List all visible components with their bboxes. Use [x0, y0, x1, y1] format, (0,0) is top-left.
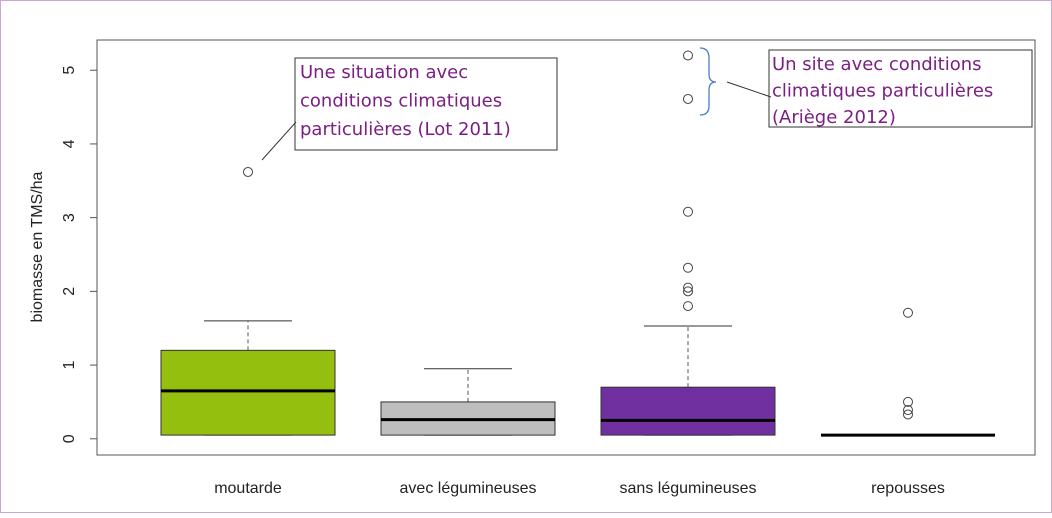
outlier [903, 409, 913, 420]
y-tick-label: 5 [61, 66, 78, 75]
x-tick-label: repousses [871, 480, 945, 497]
outlier [243, 166, 253, 177]
outlier [903, 307, 913, 318]
annotation-brace [699, 47, 717, 116]
annotation-text: conditions climatiques [300, 91, 502, 112]
annotation-text: climatiques particulières [772, 81, 993, 102]
annotation-box [768, 49, 1033, 128]
outlier [683, 93, 693, 104]
y-axis-label: biomasse en TMS/ha [29, 171, 46, 322]
x-tick-label: avec légumineuses [400, 480, 537, 497]
box [600, 386, 776, 436]
y-tick-label: 1 [61, 361, 78, 370]
outlier [903, 396, 913, 407]
outlier [683, 286, 693, 297]
outlier [683, 262, 693, 273]
x-tick-label: sans légumineuses [620, 480, 757, 497]
annotation-connector [261, 121, 297, 161]
outlier [683, 50, 693, 61]
y-tick-label: 3 [61, 213, 78, 222]
y-tick-label: 2 [61, 287, 78, 296]
annotation-text: (Ariège 2012) [772, 107, 896, 128]
annotation-text: Une situation avec [300, 62, 468, 83]
x-tick-label: moutarde [214, 480, 282, 497]
plot-area [96, 39, 1036, 456]
outlier [683, 301, 693, 312]
outlier [903, 405, 913, 416]
annotation-text: particulières (Lot 2011) [300, 119, 511, 140]
y-tick-label: 4 [61, 139, 78, 148]
outlier [683, 282, 693, 293]
annotation-text: Un site avec conditions [772, 54, 982, 75]
annotation-connector [726, 81, 772, 98]
box [160, 349, 336, 436]
y-tick-label: 0 [61, 434, 78, 443]
annotation-box [294, 57, 558, 151]
outlier [683, 206, 693, 217]
